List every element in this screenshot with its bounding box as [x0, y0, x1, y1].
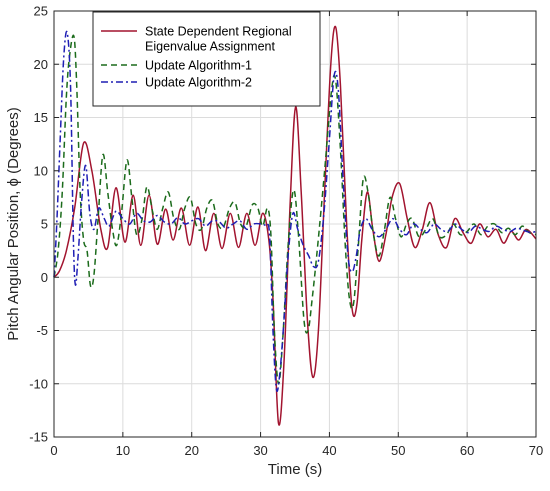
x-tick-label: 20	[184, 443, 198, 458]
series-line-sdrea	[53, 25, 537, 426]
y-tick-label: 5	[41, 217, 48, 232]
y-tick-label: 25	[34, 4, 48, 19]
y-tick-label: -15	[29, 430, 48, 445]
legend-entry-update-algorithm-2-label: Update Algorithm-2	[145, 76, 252, 90]
legend-entry-update-algorithm-1-label: Update Algorithm-1	[145, 59, 252, 73]
legend-box	[92, 11, 321, 107]
x-tick-label: 10	[116, 443, 130, 458]
legend-entry-sdrea-label: Eigenvalue Assignment	[145, 40, 275, 54]
series-layer	[53, 25, 537, 426]
x-tick-label: 30	[253, 443, 267, 458]
y-tick-label: 10	[34, 163, 48, 178]
axis-ticks: 0 10 20 30 40 50 60 70 -15 -10 -5 0 5 10 15 20 25	[29, 4, 543, 459]
y-axis-label: Pitch Angular Position, ϕ (Degrees)	[5, 107, 22, 341]
x-tick-label: 70	[529, 443, 543, 458]
x-axis-label: Time (s)	[268, 461, 322, 478]
x-tick-label: 40	[322, 443, 336, 458]
x-tick-label: 50	[391, 443, 405, 458]
y-tick-label: 20	[34, 57, 48, 72]
series-line-update-algorithm-2	[53, 30, 537, 392]
legend-entry-sdrea-label: State Dependent Regional	[145, 25, 292, 39]
series-line-update-algorithm-1	[53, 34, 537, 385]
y-tick-label: -5	[36, 323, 48, 338]
y-tick-label: 0	[41, 270, 48, 285]
x-tick-label: 0	[50, 443, 57, 458]
y-tick-label: -10	[29, 376, 48, 391]
x-tick-label: 60	[460, 443, 474, 458]
y-tick-label: 15	[34, 110, 48, 125]
